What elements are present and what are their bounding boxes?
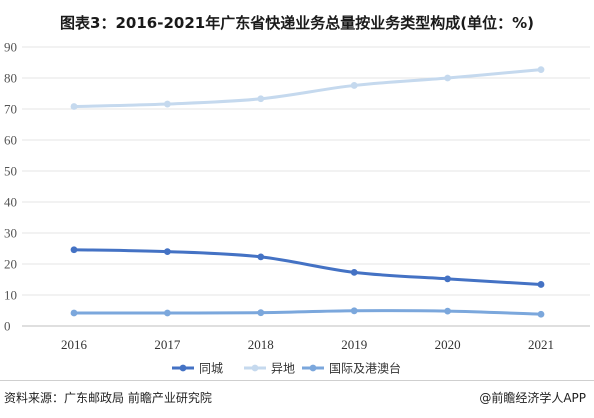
y-tick-label: 60 [4, 133, 17, 148]
legend-label: 同城 [199, 362, 223, 376]
legend-item: 国际及港澳台 [302, 361, 401, 376]
x-tick-label: 2016 [61, 337, 88, 352]
data-point [257, 309, 265, 317]
y-tick-label: 10 [4, 288, 17, 303]
data-point [537, 66, 545, 74]
data-point [350, 268, 358, 276]
chart-title: 图表3：2016-2021年广东省快递业务总量按业务类型构成(单位：%) [60, 14, 534, 32]
y-axis-ticks: 0 10 20 30 40 50 60 70 80 90 [4, 40, 17, 334]
data-point [444, 74, 451, 82]
source-note: 资料来源：广东邮政局 前瞻产业研究院 [4, 391, 212, 405]
x-tick-label: 2017 [154, 337, 181, 352]
data-point [444, 275, 451, 283]
series-line [72, 248, 543, 286]
data-point [444, 307, 451, 315]
legend-label: 国际及港澳台 [329, 361, 401, 376]
series-3 [70, 307, 545, 318]
series-1 [70, 246, 545, 288]
data-point [164, 309, 171, 317]
data-point [350, 82, 358, 89]
y-tick-label: 80 [4, 71, 17, 86]
legend-swatch-marker [251, 364, 259, 372]
data-point [537, 310, 545, 318]
y-tick-label: 50 [4, 164, 17, 179]
legend-swatch-marker [179, 364, 187, 372]
data-point [164, 100, 171, 108]
x-tick-label: 2021 [528, 337, 554, 352]
y-tick-label: 90 [4, 40, 17, 55]
brand-text: @前瞻经济学人APP [479, 391, 586, 405]
data-point [537, 281, 545, 288]
y-tick-label: 30 [4, 226, 17, 241]
data-point [257, 95, 265, 103]
series-line [72, 68, 543, 109]
data-point [350, 307, 358, 315]
series-lines [70, 66, 545, 318]
data-point [164, 248, 171, 256]
legend-label: 异地 [271, 362, 295, 376]
legend: 同城 异地 国际及港澳台 [172, 361, 401, 376]
y-tick-label: 70 [4, 102, 17, 117]
legend-swatch-marker [309, 364, 317, 372]
data-point [70, 103, 78, 110]
y-tick-label: 40 [4, 195, 17, 210]
x-tick-label: 2019 [341, 337, 367, 352]
footer-divider [0, 380, 594, 381]
series-line [72, 309, 543, 316]
legend-item: 异地 [244, 362, 295, 376]
data-point [70, 309, 78, 317]
data-point [257, 253, 265, 261]
brand-credit: @前瞻经济学人APP [479, 389, 586, 406]
x-tick-label: 2020 [435, 337, 461, 352]
x-axis-ticks: 2016 2017 2018 2019 2020 2021 [61, 337, 554, 352]
series-2 [70, 66, 545, 110]
data-point [70, 246, 78, 254]
y-tick-label: 20 [4, 257, 17, 272]
y-tick-label: 0 [4, 319, 11, 334]
legend-item: 同城 [172, 362, 223, 376]
grid-lines [22, 46, 590, 327]
x-tick-label: 2018 [248, 337, 274, 352]
